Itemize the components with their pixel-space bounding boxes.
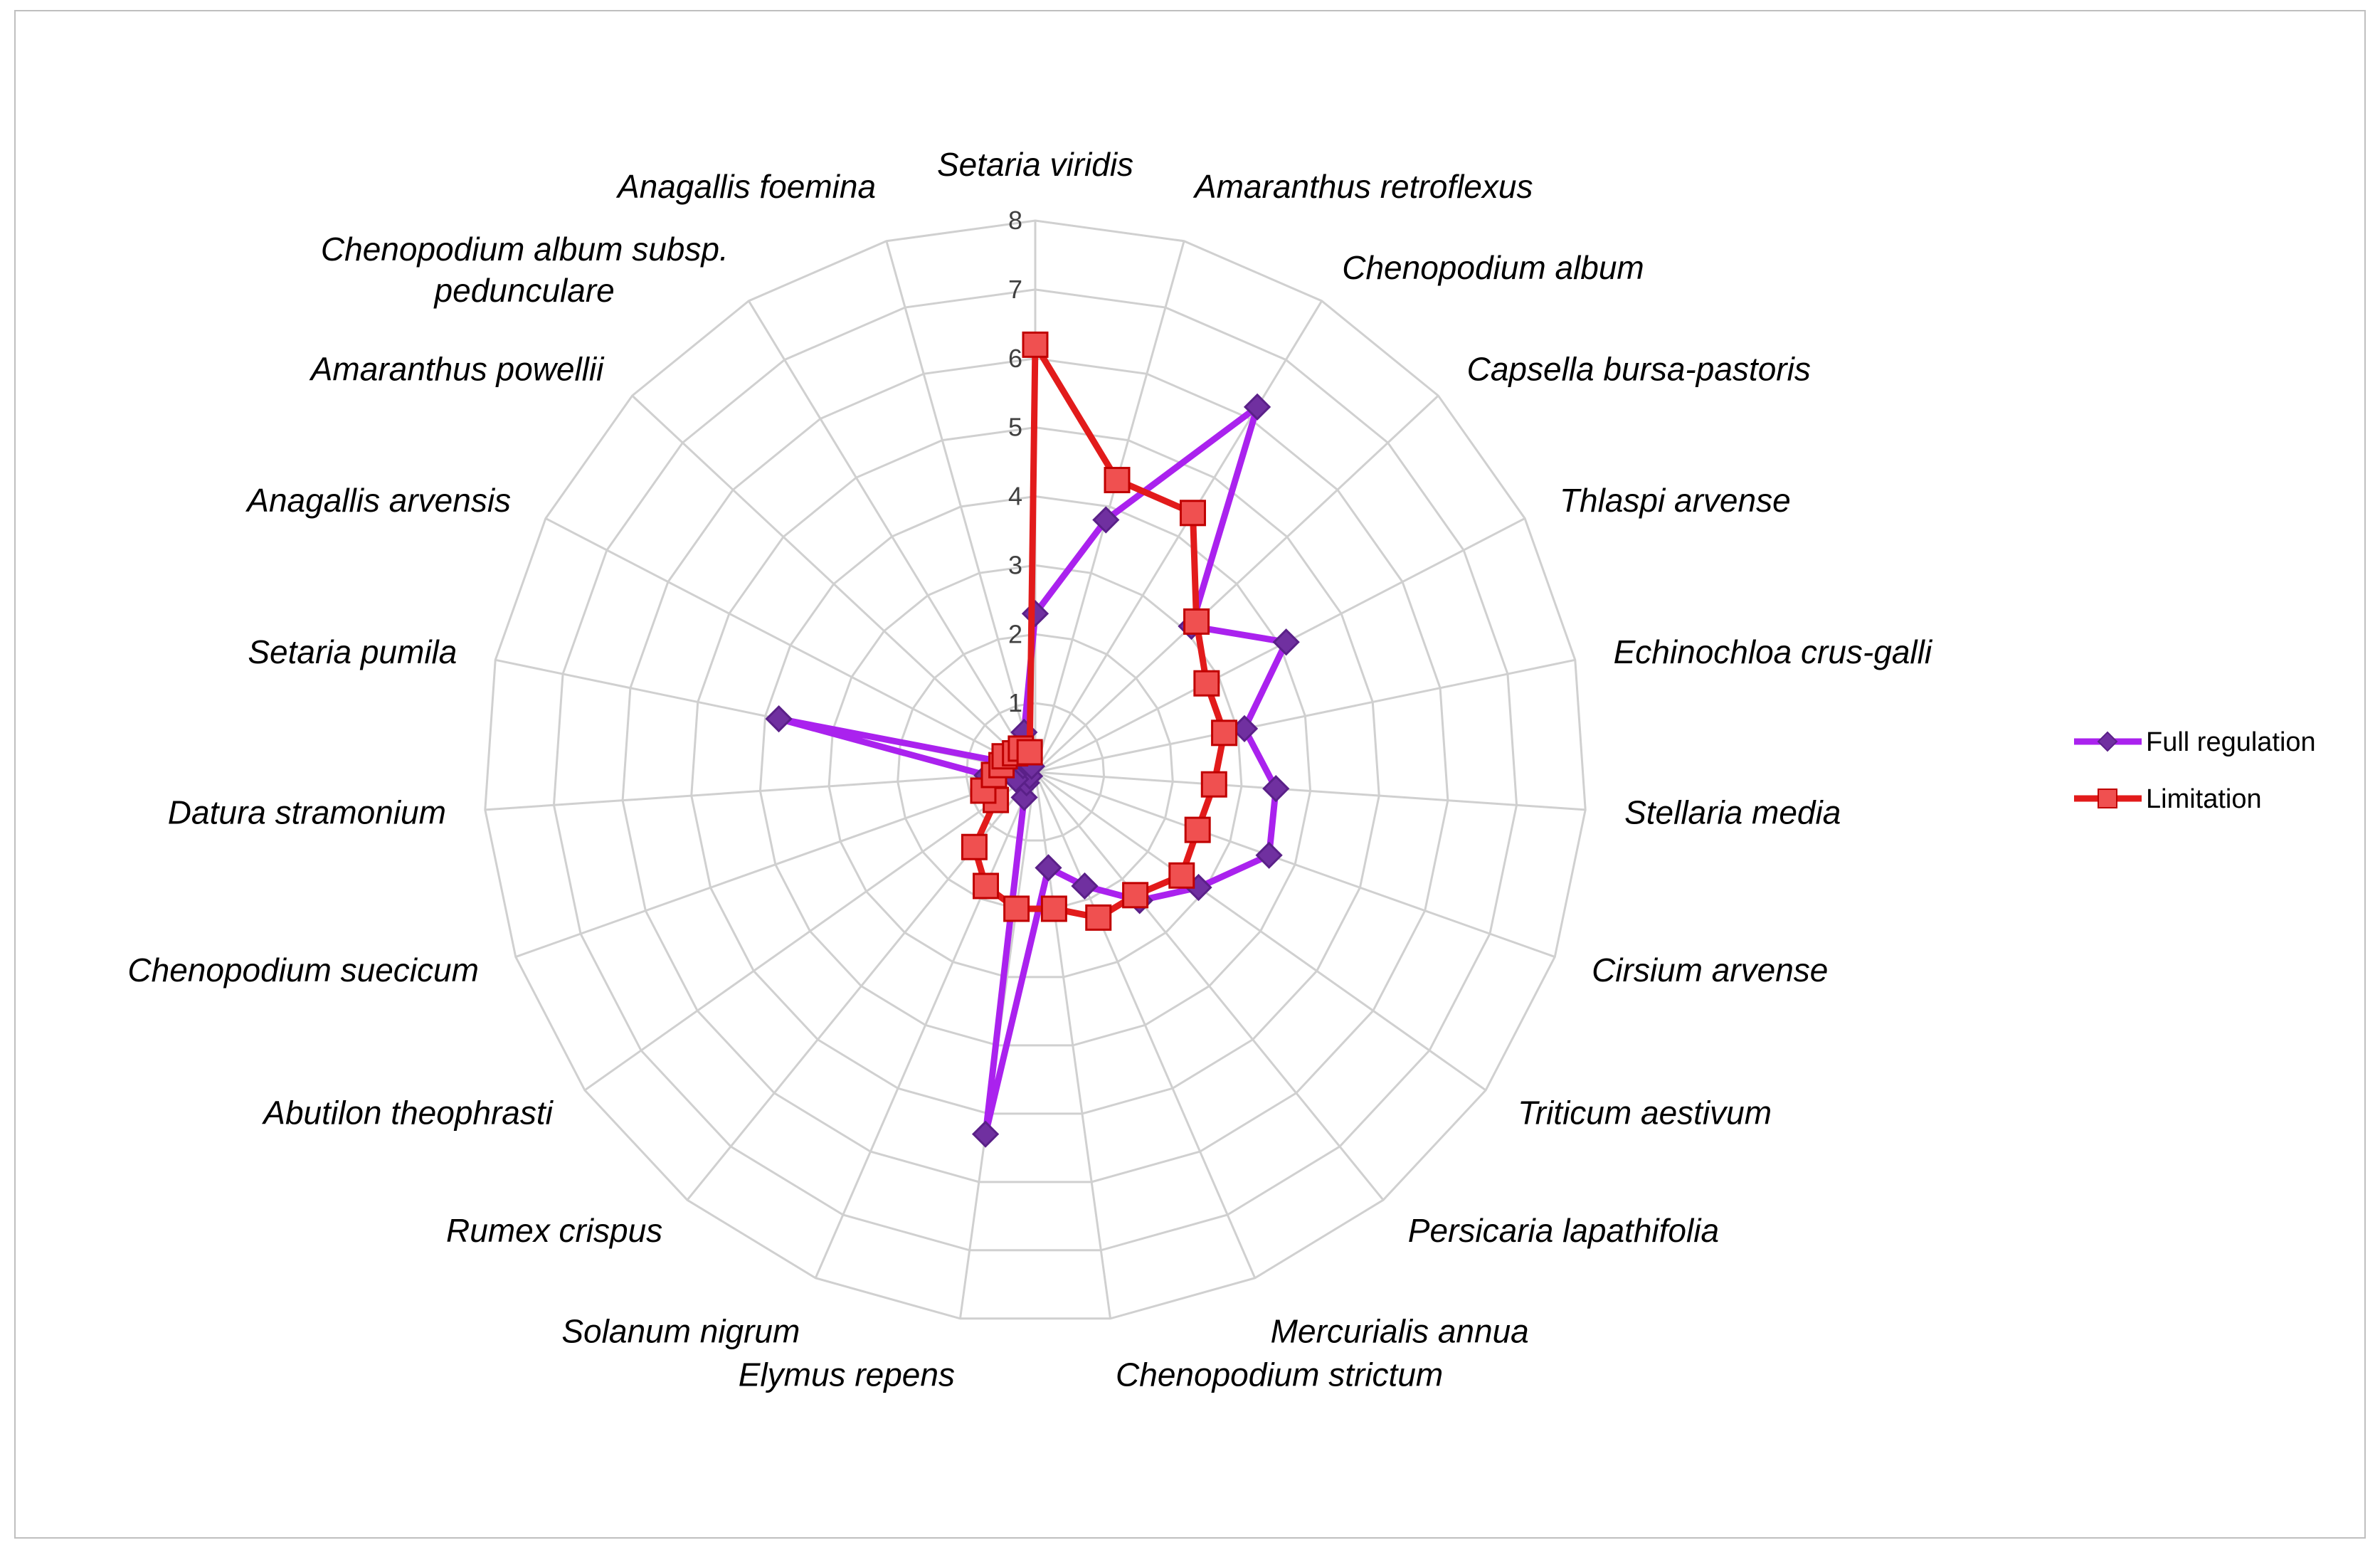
data-point [1243,393,1271,421]
series-layer [765,331,1300,1148]
spoke-1 [1034,241,1185,773]
legend-item: Limitation [2074,784,2262,814]
data-point [1183,608,1210,635]
category-label: Elymus repens [739,1356,955,1393]
spoke-13 [814,771,1037,1279]
category-label: Datura stramonium [168,794,446,831]
data-point [1200,771,1227,798]
chart-frame [14,10,2366,1539]
category-label: Persicaria lapathifolia [1408,1212,1719,1249]
category-label: Amaranthus retroflexus [1192,168,1533,205]
spoke-22 [885,241,1037,773]
category-label: Stellaria media [1624,794,1841,831]
spoke-19 [545,517,1036,774]
tick-label-6: 6 [1008,344,1022,373]
spoke-17 [485,771,1036,811]
legend-marker [2098,789,2117,808]
data-point [1211,719,1238,747]
category-label: Triticum aestivum [1518,1095,1772,1132]
data-point [973,872,1000,900]
spoke-5 [1035,658,1576,774]
data-point [765,705,793,733]
grid-ring-1 [965,702,1106,842]
legend: Full regulation Limitation [2074,727,2316,814]
radar-grid [484,219,1587,1320]
spoke-3 [1034,394,1439,774]
legend-marker [2097,731,2118,752]
data-point [1003,895,1030,922]
data-point [1016,739,1043,766]
data-point [1040,895,1067,922]
grid-ring-8 [484,219,1587,1320]
spoke-20 [631,394,1037,774]
category-label: Thlaspi arvense [1560,482,1791,519]
series-1 [961,331,1238,931]
category-label: Solanum nigrum [561,1312,800,1349]
spoke-16 [515,771,1036,958]
spoke-7 [1035,771,1555,958]
grid-ring-3 [827,564,1243,979]
data-point [1179,500,1206,527]
category-label: Abutilon theophrasti [261,1095,554,1132]
data-point [1168,862,1195,889]
tick-label-1: 1 [1008,688,1022,717]
category-label: Echinochloa crus-galli [1614,633,1933,670]
data-point [1184,816,1211,843]
category-label: Chenopodium suecicum [127,951,479,988]
data-point [961,833,988,860]
category-labels: Setaria viridis Amaranthus retroflexus Che… [127,146,1932,1393]
data-point [1122,882,1149,909]
radial-tick-labels: 012345678 [1008,206,1022,786]
tick-label-4: 4 [1008,482,1022,511]
data-point [971,1120,1000,1148]
category-label: Mercurialis annua [1271,1312,1529,1349]
data-point [1272,628,1300,656]
data-point [1193,670,1220,697]
spoke-10 [1034,771,1257,1279]
spoke-9 [1034,771,1385,1201]
category-label: Chenopodium album [1342,249,1644,286]
spoke-15 [583,771,1036,1092]
category-label: Anagallis arvensis [245,482,511,519]
category-label: Cirsium arvense [1592,951,1828,988]
data-point [1104,467,1131,494]
data-point [1255,841,1283,869]
grid-ring-4 [758,495,1312,1047]
category-label: Rumex crispus [446,1212,662,1249]
tick-label-5: 5 [1008,413,1022,442]
spoke-6 [1035,771,1586,811]
category-label: Chenopodium album subsp. pedunculare [321,231,729,309]
data-point [1071,872,1099,900]
data-point [1035,854,1062,882]
grid-ring-5 [690,426,1380,1115]
category-label: Chenopodium strictum [1116,1356,1443,1393]
tick-label-7: 7 [1008,275,1022,304]
spoke-21 [748,300,1037,773]
category-label: Setaria pumila [248,633,457,670]
category-label: Amaranthus powellii [309,350,605,387]
spoke-8 [1035,771,1487,1092]
spoke-2 [1034,300,1323,773]
tick-label-2: 2 [1008,619,1022,648]
category-label: Capsella bursa-pastoris [1467,350,1811,387]
grid-ring-6 [621,357,1449,1183]
legend-label: Limitation [2146,784,2262,814]
data-point [1092,506,1120,534]
legend-label: Full regulation [2146,727,2316,757]
data-point [1022,331,1049,358]
tick-label-8: 8 [1008,206,1022,235]
data-point [1262,775,1290,803]
category-label: Anagallis foemina [615,168,876,205]
category-label: Setaria viridis [937,146,1133,183]
grid-ring-7 [552,288,1518,1252]
legend-item: Full regulation [2074,727,2316,757]
data-point [1085,904,1112,931]
tick-label-3: 3 [1008,550,1022,579]
